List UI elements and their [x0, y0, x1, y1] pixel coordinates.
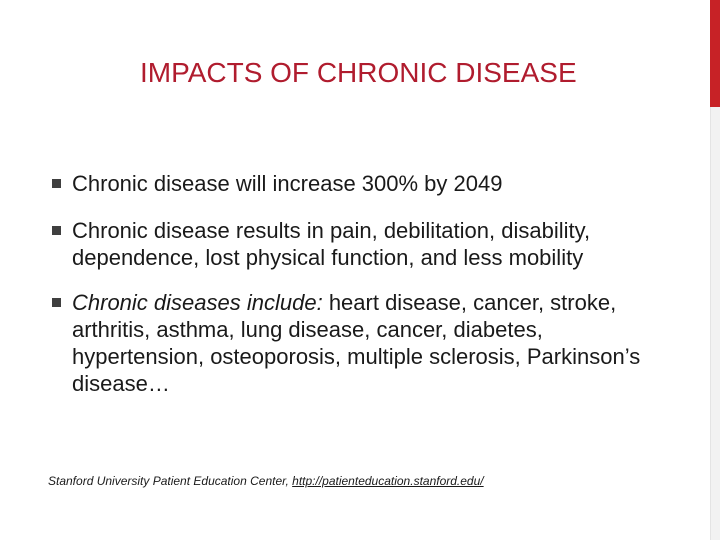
bullet-text: Chronic disease will increase 300% by 20…: [72, 171, 503, 196]
bullet-text: Chronic disease results in pain, debilit…: [72, 218, 591, 270]
square-bullet-icon: [52, 298, 61, 307]
square-bullet-icon: [52, 179, 61, 188]
bullet-item: Chronic diseases include: heart disease,…: [48, 289, 668, 397]
citation-link[interactable]: http://patienteducation.stanford.edu/: [292, 474, 484, 488]
bullet-item: Chronic disease results in pain, debilit…: [48, 217, 668, 271]
bullet-item: Chronic disease will increase 300% by 20…: [48, 170, 668, 197]
bullet-lead: Chronic diseases include:: [72, 290, 323, 315]
square-bullet-icon: [52, 226, 61, 235]
accent-rule: [710, 107, 720, 540]
accent-bar: [710, 0, 720, 107]
citation-text: Stanford University Patient Education Ce…: [48, 474, 293, 488]
bullet-body: heart disease, cancer, stroke, arthritis…: [72, 290, 641, 396]
bullet-text: Chronic diseases include: heart disease,…: [72, 290, 640, 396]
citation: Stanford University Patient Education Ce…: [48, 474, 648, 488]
bullet-list: Chronic disease will increase 300% by 20…: [48, 170, 668, 397]
slide-title: IMPACTS OF CHRONIC DISEASE: [140, 57, 577, 88]
